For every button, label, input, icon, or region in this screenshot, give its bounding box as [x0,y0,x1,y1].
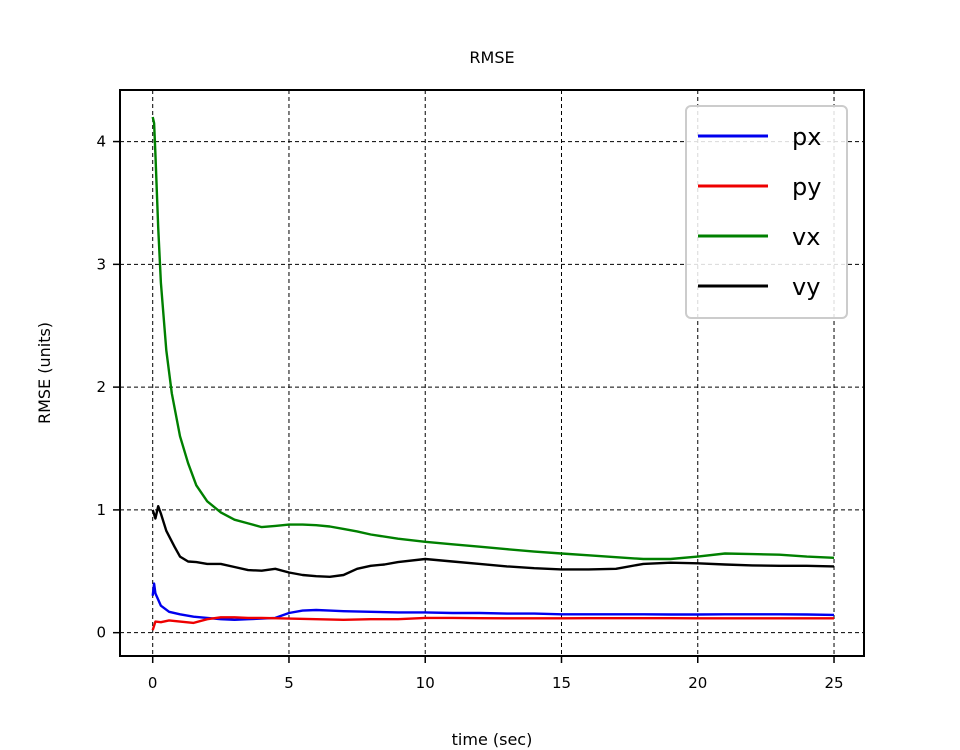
y-tick-label: 1 [96,501,106,519]
series-line-py [151,616,834,631]
series-line-px [151,582,835,621]
x-tick-label: 15 [552,674,571,692]
legend-label-vy: vy [792,273,820,301]
y-tick-label: 0 [96,624,106,642]
y-axis-ticks: 0 1 2 3 4 [96,133,120,642]
legend-box [685,105,848,319]
y-tick-label: 2 [96,378,106,396]
x-tick-label: 5 [284,674,294,692]
series-lines [151,116,835,631]
legend-label-px: px [792,123,821,151]
x-tick-label: 20 [688,674,707,692]
legend-label-py: py [792,173,821,201]
legend: px py vx vy [685,105,848,319]
chart-title: RMSE [469,48,514,67]
y-axis-label: RMSE (units) [35,322,54,424]
x-tick-label: 10 [416,674,435,692]
y-tick-label: 4 [96,133,106,151]
legend-label-vx: vx [792,223,820,251]
x-axis-ticks: 0 5 10 15 20 25 [148,656,844,692]
plot-frame [119,89,865,657]
y-tick-label: 3 [96,255,106,273]
series-line-vx [151,116,835,561]
series-line-vy [151,505,835,578]
x-tick-label: 25 [824,674,843,692]
x-tick-label: 0 [148,674,158,692]
x-axis-label: time (sec) [452,730,533,749]
